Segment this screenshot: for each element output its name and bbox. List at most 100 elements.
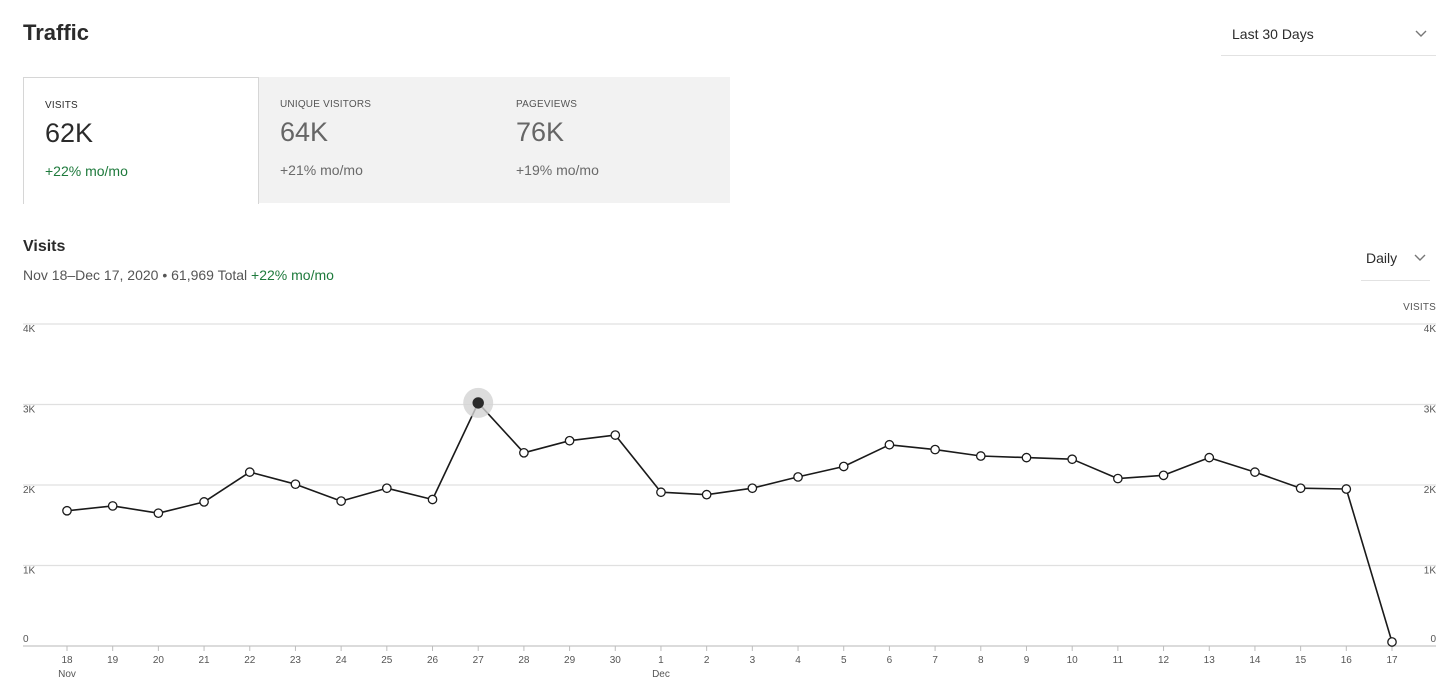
data-point[interactable] [1341,484,1352,494]
data-point[interactable] [427,494,438,505]
data-point[interactable] [153,508,164,519]
visits-change: +22% mo/mo [251,267,334,283]
data-point[interactable] [930,444,940,455]
x-tick-label: 10 [1067,655,1079,666]
interval-select[interactable]: Daily [1361,240,1430,281]
data-point[interactable] [244,467,255,477]
data-point[interactable] [290,479,301,490]
metric-change: +21% mo/mo [280,162,363,178]
x-month-label: Nov [58,669,76,680]
x-tick-label: 7 [932,655,938,666]
total-visits: 61,969 Total [171,267,248,283]
chevron-down-icon [1414,254,1426,261]
y-tick-label-right: 2K [1424,485,1437,496]
date-range-text: Nov 18–Dec 17, 2020 [23,267,159,283]
chart-points [62,387,1397,647]
data-point[interactable] [1387,637,1397,647]
section-title: Visits [23,238,66,255]
data-point[interactable] [564,435,575,446]
metric-value: 76K [516,117,565,147]
x-tick-label: 22 [244,655,256,666]
x-tick-label: 16 [1341,655,1353,666]
x-tick-label: 27 [473,655,485,666]
data-point[interactable] [1250,467,1260,477]
page-title: Traffic [23,20,90,45]
x-tick-label: 23 [290,655,302,666]
x-tick-label: 11 [1113,655,1124,666]
data-point[interactable] [884,439,895,450]
y-tick-label-right: 4K [1424,324,1437,335]
data-point[interactable] [1067,454,1078,465]
y-tick-label-left: 2K [23,485,36,496]
data-point[interactable] [610,430,621,440]
x-month-label: Dec [652,669,670,680]
x-tick-label: 14 [1249,655,1261,666]
interval-label: Daily [1366,250,1398,266]
x-tick-label: 21 [199,655,211,666]
data-point[interactable] [107,501,118,511]
data-point[interactable] [336,496,346,506]
data-point[interactable] [701,489,712,500]
metric-pageviews[interactable]: PAGEVIEWS 76K +19% mo/mo [495,77,730,203]
chevron-down-icon [1415,30,1427,37]
y-tick-label-right: 1K [1424,566,1437,577]
data-point[interactable] [519,447,529,458]
metric-visits[interactable]: VISITS 62K +22% mo/mo [23,77,259,204]
data-point[interactable] [793,472,803,482]
data-point[interactable] [1204,452,1215,463]
data-point[interactable] [62,505,72,516]
metric-label: PAGEVIEWS [516,99,578,110]
data-point[interactable] [1021,452,1032,463]
x-tick-label: 1 [658,655,664,666]
x-tick-label: 5 [841,655,847,666]
x-tick-label: 15 [1295,655,1307,666]
x-tick-label: 8 [978,655,984,666]
metric-change: +19% mo/mo [516,162,599,178]
chart-grid [23,323,1436,647]
data-point[interactable] [381,483,392,494]
x-tick-label: 4 [795,655,801,666]
data-point[interactable] [656,487,666,498]
data-point[interactable] [1113,473,1123,484]
metric-change: +22% mo/mo [45,163,128,179]
x-tick-label: 26 [427,655,439,666]
x-tick-label: 28 [518,655,530,666]
y-tick-label-left: 4K [23,324,36,335]
x-tick-label: 9 [1024,655,1030,666]
separator-dot: • [162,267,168,283]
y-tick-label-left: 0 [23,634,29,645]
metrics-panel: VISITS 62K +22% mo/mo UNIQUE VISITORS 64… [23,77,730,204]
x-tick-label: 17 [1386,655,1398,666]
metric-value: 62K [45,118,94,148]
x-tick-label: 6 [887,655,893,666]
date-range-select[interactable]: Last 30 Days [1221,14,1436,56]
data-point[interactable] [199,497,209,507]
data-point[interactable] [975,451,986,461]
date-range-label: Last 30 Days [1232,26,1314,42]
y-tick-label-right: 0 [1430,634,1436,645]
data-point[interactable] [747,483,758,494]
data-point[interactable] [1295,483,1306,494]
x-tick-label: 29 [564,655,576,666]
x-tick-label: 13 [1204,655,1216,666]
x-tick-label: 25 [381,655,393,666]
visits-series-line [66,402,1393,643]
metric-label: VISITS [45,100,78,111]
x-tick-label: 2 [704,655,710,666]
x-tick-label: 19 [107,655,119,666]
y-tick-label-left: 3K [23,405,36,416]
x-tick-label: 12 [1158,655,1170,666]
data-point[interactable] [838,461,849,472]
metric-unique-visitors[interactable]: UNIQUE VISITORS 64K +21% mo/mo [259,77,494,203]
x-tick-label: 24 [336,655,348,666]
data-point[interactable] [1158,470,1169,481]
y-tick-label-right: 3K [1424,405,1437,416]
metric-label: UNIQUE VISITORS [280,99,372,110]
metric-value: 64K [280,117,329,147]
y-axis-title: VISITS [1403,302,1436,313]
x-tick-label: 20 [153,655,165,666]
data-point-highlighted[interactable] [472,397,484,409]
x-tick-label: 3 [750,655,756,666]
